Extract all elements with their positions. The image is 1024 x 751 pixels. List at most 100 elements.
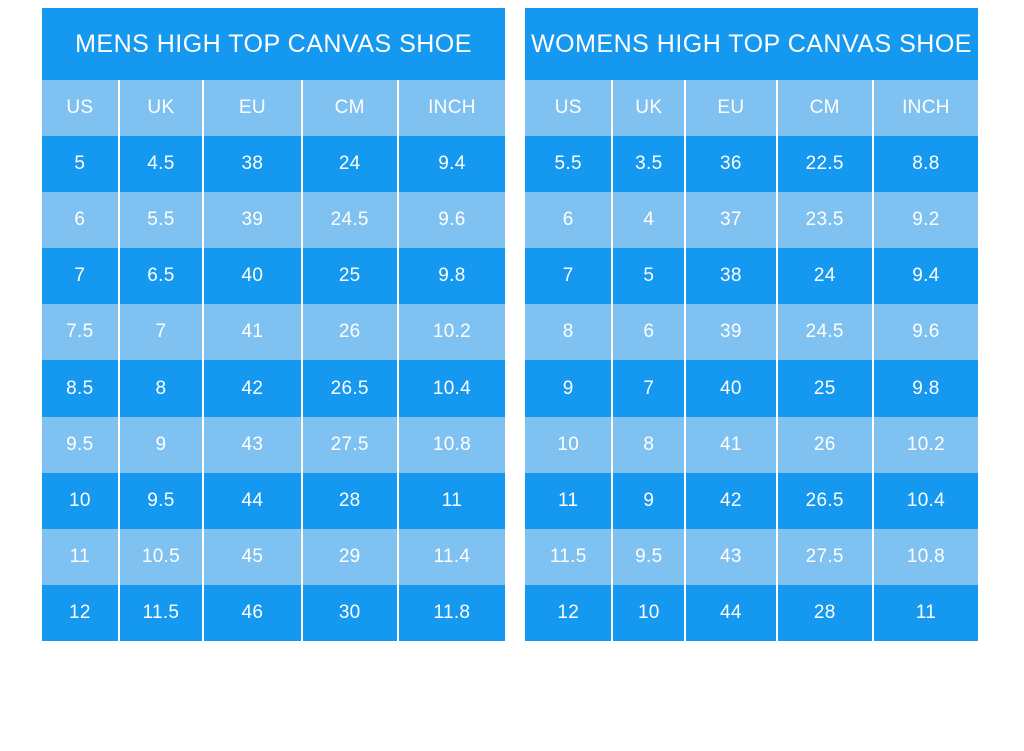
table-cell: 6 xyxy=(525,192,612,249)
table-cell: 5 xyxy=(613,248,685,305)
table-cell: 8 xyxy=(525,304,612,361)
table-cell: 10 xyxy=(42,472,118,529)
table-cell: 5.5 xyxy=(119,192,203,249)
table-cell: 28 xyxy=(777,584,872,641)
table-cell: 11.5 xyxy=(525,528,612,585)
table-row: 9.5 9 43 27.5 10.8 xyxy=(42,416,505,473)
table-cell: 6 xyxy=(613,304,685,361)
column-header-us: US xyxy=(525,80,612,137)
table-cell: 24 xyxy=(777,248,872,305)
column-header-cm: CM xyxy=(302,80,397,137)
table-cell: 10 xyxy=(525,416,612,473)
table-cell: 9.5 xyxy=(613,528,685,585)
table-cell: 28 xyxy=(302,472,397,529)
table-cell: 40 xyxy=(204,248,301,305)
table-row: 6 5.5 39 24.5 9.6 xyxy=(42,192,505,249)
table-row: 10 9.5 44 28 11 xyxy=(42,472,505,529)
table-cell: 22.5 xyxy=(777,136,872,193)
table-cell: 11.5 xyxy=(119,584,203,641)
table-cell: 9.6 xyxy=(873,304,978,361)
table-row: 12 11.5 46 30 11.8 xyxy=(42,584,505,641)
column-header-inch: INCH xyxy=(398,80,505,137)
table-title: MENS HIGH TOP CANVAS SHOE xyxy=(42,8,505,80)
table-cell: 7 xyxy=(613,360,685,417)
table-cell: 9.5 xyxy=(119,472,203,529)
table-cell: 9.8 xyxy=(873,360,978,417)
table-cell: 10.8 xyxy=(873,528,978,585)
table-cell: 6.5 xyxy=(119,248,203,305)
table-cell: 7 xyxy=(525,248,612,305)
table-cell: 11.4 xyxy=(398,528,505,585)
column-header-uk: UK xyxy=(613,80,685,137)
table-body: 5.5 3.5 36 22.5 8.8 6 4 37 23.5 9.2 7 5 38 24 9.4 8 6 39 2… xyxy=(525,136,978,641)
table-cell: 9 xyxy=(613,472,685,529)
table-row: 5.5 3.5 36 22.5 8.8 xyxy=(525,136,978,193)
table-cell: 10.2 xyxy=(398,304,505,361)
table-cell: 10.4 xyxy=(398,360,505,417)
table-cell: 10.2 xyxy=(873,416,978,473)
table-cell: 27.5 xyxy=(777,528,872,585)
table-cell: 36 xyxy=(686,136,776,193)
table-cell: 24 xyxy=(302,136,397,193)
table-cell: 8.5 xyxy=(42,360,118,417)
table-cell: 12 xyxy=(42,584,118,641)
table-cell: 8.8 xyxy=(873,136,978,193)
column-header-eu: EU xyxy=(686,80,776,137)
column-header-inch: INCH xyxy=(873,80,978,137)
table-cell: 9.4 xyxy=(873,248,978,305)
column-header-eu: EU xyxy=(204,80,301,137)
table-cell: 43 xyxy=(204,416,301,473)
table-cell: 4.5 xyxy=(119,136,203,193)
table-row: 7 5 38 24 9.4 xyxy=(525,248,978,305)
size-chart-table: WOMENS HIGH TOP CANVAS SHOE US UK EU CM INCH… xyxy=(525,8,978,641)
table-cell: 26.5 xyxy=(777,472,872,529)
table-cell: 9 xyxy=(525,360,612,417)
table-cell: 26.5 xyxy=(302,360,397,417)
table-cell: 42 xyxy=(204,360,301,417)
table-cell: 10 xyxy=(613,584,685,641)
column-header-cm: CM xyxy=(777,80,872,137)
table-row: 11 9 42 26.5 10.4 xyxy=(525,472,978,529)
table-header-row: US UK EU CM INCH xyxy=(525,80,978,137)
table-cell: 5 xyxy=(42,136,118,193)
table-title: WOMENS HIGH TOP CANVAS SHOE xyxy=(525,8,978,80)
table-cell: 9 xyxy=(119,416,203,473)
table-row: 11.5 9.5 43 27.5 10.8 xyxy=(525,528,978,585)
table-row: 5 4.5 38 24 9.4 xyxy=(42,136,505,193)
table-cell: 7 xyxy=(42,248,118,305)
table-cell: 12 xyxy=(525,584,612,641)
table-cell: 41 xyxy=(204,304,301,361)
table-row: 7.5 7 41 26 10.2 xyxy=(42,304,505,361)
table-row: 9 7 40 25 9.8 xyxy=(525,360,978,417)
table-cell: 39 xyxy=(204,192,301,249)
table-cell: 25 xyxy=(302,248,397,305)
table-cell: 11.8 xyxy=(398,584,505,641)
table-cell: 4 xyxy=(613,192,685,249)
table-row: 12 10 44 28 11 xyxy=(525,584,978,641)
table-cell: 43 xyxy=(686,528,776,585)
table-row: 8 6 39 24.5 9.6 xyxy=(525,304,978,361)
table-cell: 38 xyxy=(686,248,776,305)
table-cell: 7 xyxy=(119,304,203,361)
table-cell: 25 xyxy=(777,360,872,417)
table-body: 5 4.5 38 24 9.4 6 5.5 39 24.5 9.6 7 6.5 40 25 9.8 7.5 7 4… xyxy=(42,136,505,641)
table-cell: 8 xyxy=(119,360,203,417)
table-cell: 11 xyxy=(873,584,978,641)
table-cell: 23.5 xyxy=(777,192,872,249)
table-row: 8.5 8 42 26.5 10.4 xyxy=(42,360,505,417)
table-cell: 26 xyxy=(302,304,397,361)
column-header-uk: UK xyxy=(119,80,203,137)
table-cell: 11 xyxy=(525,472,612,529)
table-header-row: US UK EU CM INCH xyxy=(42,80,505,137)
table-cell: 9.8 xyxy=(398,248,505,305)
table-cell: 45 xyxy=(204,528,301,585)
table-cell: 9.4 xyxy=(398,136,505,193)
table-cell: 29 xyxy=(302,528,397,585)
table-cell: 38 xyxy=(204,136,301,193)
table-cell: 9.5 xyxy=(42,416,118,473)
table-cell: 9.6 xyxy=(398,192,505,249)
table-cell: 8 xyxy=(613,416,685,473)
table-cell: 42 xyxy=(686,472,776,529)
table-row: 10 8 41 26 10.2 xyxy=(525,416,978,473)
